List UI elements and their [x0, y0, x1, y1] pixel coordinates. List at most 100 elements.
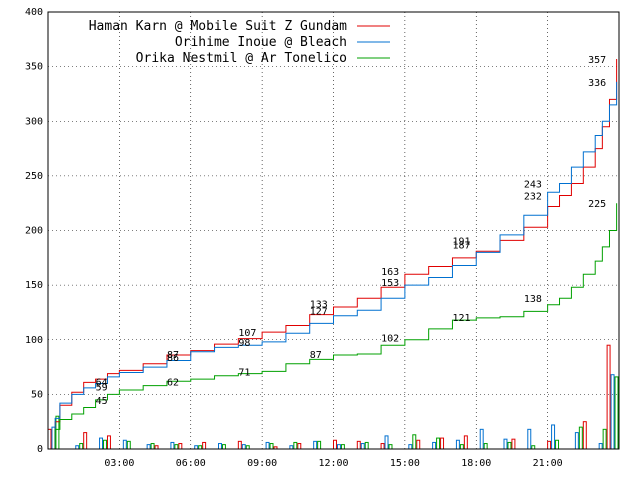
series-lines: [48, 58, 618, 450]
histogram-bar: [313, 440, 318, 450]
histogram-bar: [174, 444, 179, 450]
histogram-bar: [511, 438, 516, 450]
histogram-bar: [606, 344, 611, 450]
series-line: [48, 58, 618, 450]
histogram-bar: [79, 443, 84, 450]
histogram-bar: [170, 441, 175, 450]
data-label: 127: [310, 306, 328, 317]
histogram-bar: [436, 437, 441, 450]
histogram-bar: [547, 440, 552, 450]
histogram-bar: [432, 441, 437, 450]
data-label: 107: [238, 328, 256, 339]
histogram: [47, 344, 619, 450]
histogram-bar: [384, 435, 389, 450]
data-label: 232: [524, 192, 542, 203]
data-label: 98: [238, 338, 250, 349]
histogram-bar: [336, 444, 341, 450]
histogram-bar: [459, 444, 464, 450]
data-label: 71: [238, 367, 250, 378]
histogram-bar: [364, 441, 369, 450]
histogram-bar: [555, 439, 560, 450]
histogram-bar: [610, 374, 615, 450]
histogram-bar: [503, 438, 508, 450]
histogram-bar: [317, 440, 322, 450]
x-tick-label: 18:00: [461, 458, 491, 469]
histogram-bar: [551, 424, 556, 450]
legend-label: Orika Nestmil @ Ar Tonelico: [136, 51, 347, 66]
data-label: 133: [310, 300, 328, 311]
data-label: 138: [524, 294, 542, 305]
histogram-bar: [463, 435, 468, 450]
y-tick-label: 50: [31, 389, 43, 400]
y-tick-label: 400: [25, 7, 43, 18]
histogram-bar: [106, 435, 111, 450]
histogram-bar: [602, 428, 607, 450]
histogram-bar: [51, 426, 56, 450]
data-label: 153: [381, 278, 399, 289]
x-tick-label: 12:00: [318, 458, 348, 469]
histogram-bar: [582, 421, 587, 450]
histogram-bar: [237, 440, 242, 450]
plot-frame: [47, 11, 620, 450]
histogram-bar: [218, 443, 222, 450]
histogram-bar: [479, 428, 484, 450]
histogram-bar: [221, 444, 226, 450]
data-label: 357: [588, 55, 606, 66]
histogram-bar: [99, 437, 104, 450]
y-tick-label: 100: [25, 335, 43, 346]
histogram-bar: [265, 441, 270, 450]
histogram-bar: [340, 444, 345, 450]
histogram-bar: [388, 444, 393, 450]
histogram-bar: [356, 440, 361, 450]
histogram-bar: [507, 441, 512, 450]
histogram-bar: [333, 439, 337, 450]
histogram-bar: [578, 426, 583, 450]
data-label: 86: [167, 353, 179, 364]
histogram-bar: [146, 444, 151, 450]
y-tick-label: 200: [25, 226, 43, 237]
x-tick-label: 03:00: [104, 458, 134, 469]
histogram-bar: [202, 441, 207, 450]
histogram-bar: [103, 439, 107, 450]
legend-label: Orihime Inoue @ Bleach: [175, 35, 347, 50]
x-tick-label: 06:00: [176, 458, 206, 469]
data-label: 87: [310, 350, 322, 361]
histogram-bar: [126, 440, 131, 450]
histogram-bar: [122, 439, 127, 450]
histogram-bar: [455, 439, 460, 450]
x-tick-label: 09:00: [247, 458, 277, 469]
axes: 0 50 100 150 200 250 300 350 400 03:00 06:00 09:00 1…: [25, 7, 620, 469]
series-line: [48, 203, 618, 450]
histogram-bar: [241, 444, 246, 450]
data-label: 64: [96, 377, 108, 388]
data-label: 45: [96, 396, 108, 407]
histogram-bar: [483, 443, 488, 450]
series-line: [48, 81, 618, 450]
y-tick-label: 150: [25, 280, 43, 291]
x-tick-label: 21:00: [533, 458, 563, 469]
data-label: 59: [96, 383, 108, 394]
histogram-bar: [598, 443, 603, 450]
y-tick-label: 0: [37, 444, 43, 455]
histogram-bar: [293, 441, 298, 450]
histogram-bar: [360, 443, 365, 450]
y-tick-label: 350: [25, 62, 43, 73]
data-label: 336: [588, 78, 606, 89]
histogram-bar: [408, 444, 413, 450]
histogram-bar: [269, 443, 274, 450]
y-tick-label: 300: [25, 116, 43, 127]
histogram-bar: [380, 443, 385, 450]
histogram-bar: [574, 432, 579, 450]
data-label: 163: [381, 267, 399, 278]
histogram-bar: [440, 437, 445, 450]
histogram-bar: [297, 443, 302, 450]
data-label: 121: [452, 313, 470, 324]
histogram-bar: [527, 428, 532, 450]
legend-label: Haman Karn @ Mobile Suit Z Gundam: [89, 19, 347, 34]
y-tick-label: 250: [25, 171, 43, 182]
grid: [48, 11, 619, 450]
histogram-bar: [55, 415, 60, 450]
data-label: 243: [524, 180, 542, 191]
x-tick-label: 15:00: [390, 458, 420, 469]
